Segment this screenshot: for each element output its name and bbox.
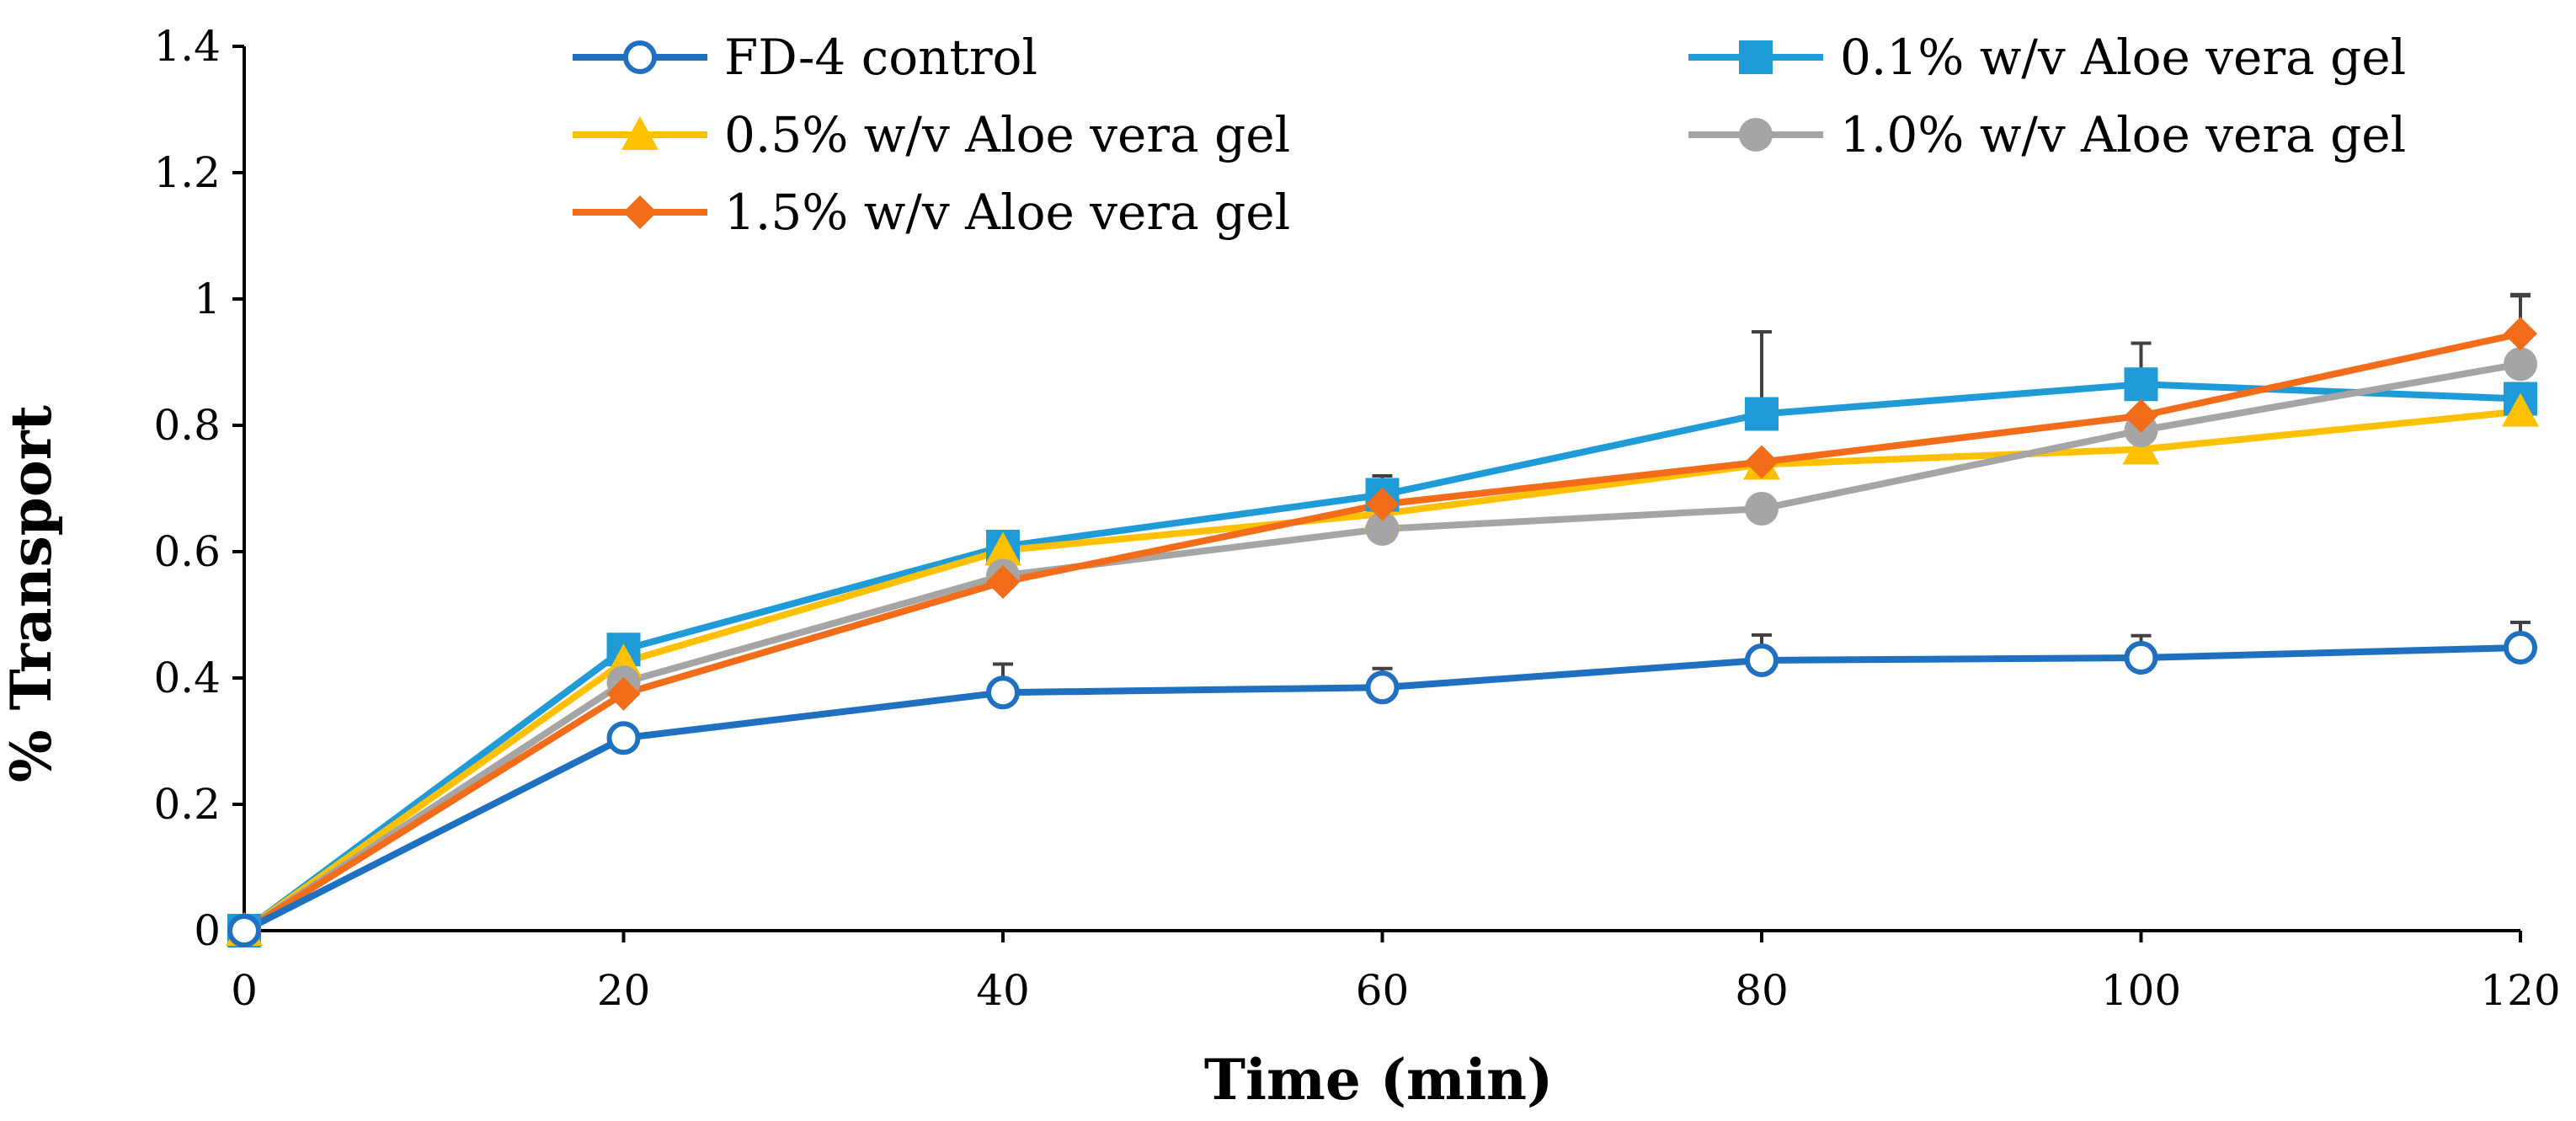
series-markers: [226, 317, 2539, 948]
marker-open-circle: [986, 675, 1020, 710]
legend-label: 1.0% w/v Aloe vera gel: [1840, 106, 2406, 163]
x-tick-label: 20: [597, 966, 651, 1015]
y-axis-title: % Transport: [0, 404, 64, 782]
marker-triangle: [621, 116, 659, 150]
marker-diamond: [606, 676, 641, 711]
y-tick-label: 1: [194, 275, 221, 323]
y-tick-label: 0.2: [153, 780, 221, 829]
marker-open-circle: [623, 40, 657, 74]
y-tick-label: 1.4: [153, 22, 221, 71]
y-tick-label: 0: [194, 906, 221, 955]
y-tick-label: 0.4: [153, 654, 221, 702]
x-tick-label: 40: [976, 966, 1030, 1015]
x-tick-label: 120: [2480, 966, 2560, 1015]
y-tick-label: 1.2: [153, 148, 221, 197]
marker-square: [1745, 397, 1779, 431]
marker-diamond: [1365, 487, 1400, 521]
legend-label: 0.1% w/v Aloe vera gel: [1840, 29, 2406, 86]
marker-circle: [1365, 512, 1400, 546]
x-axis-title: Time (min): [1204, 1047, 1553, 1113]
x-tick-label: 0: [231, 966, 258, 1015]
legend-label: FD-4 control: [724, 29, 1037, 86]
marker-open-circle: [1745, 643, 1779, 677]
legend-label: 0.5% w/v Aloe vera gel: [724, 106, 1290, 163]
marker-open-circle: [1365, 670, 1400, 705]
marker-square: [1739, 40, 1773, 74]
series-lines: [242, 330, 2521, 934]
marker-diamond: [2124, 398, 2158, 433]
marker-diamond: [623, 195, 657, 229]
marker-open-circle: [606, 721, 641, 755]
marker-triangle: [984, 531, 1021, 566]
marker-circle: [1745, 492, 1779, 526]
x-tick-label: 80: [1735, 966, 1789, 1015]
marker-open-circle: [227, 914, 261, 948]
series-line: [242, 360, 2521, 934]
legend: FD-4 control 0.1% w/v Aloe vera gel 0.5% w…: [573, 29, 2406, 241]
marker-circle: [1739, 118, 1773, 152]
marker-diamond: [986, 565, 1020, 599]
axes: [232, 45, 2522, 942]
y-tick-label: 0.8: [153, 401, 221, 450]
x-tick-label: 100: [2101, 966, 2181, 1015]
legend-label: 1.5% w/v Aloe vera gel: [724, 184, 1290, 241]
marker-open-circle: [2124, 641, 2158, 675]
marker-circle: [2504, 347, 2537, 382]
marker-triangle: [2122, 430, 2160, 465]
marker-square: [2124, 367, 2158, 402]
tick-labels: 0 0.2 0.4 0.6 0.8 1 1.2 1.4 0 20 40 60 80 100 120: [153, 22, 2560, 1015]
marker-triangle: [2502, 392, 2539, 427]
marker-open-circle: [2504, 631, 2537, 665]
marker-diamond: [1745, 445, 1779, 479]
y-tick-label: 0.6: [153, 527, 221, 576]
x-tick-label: 60: [1356, 966, 1410, 1015]
marker-diamond: [2504, 317, 2537, 351]
